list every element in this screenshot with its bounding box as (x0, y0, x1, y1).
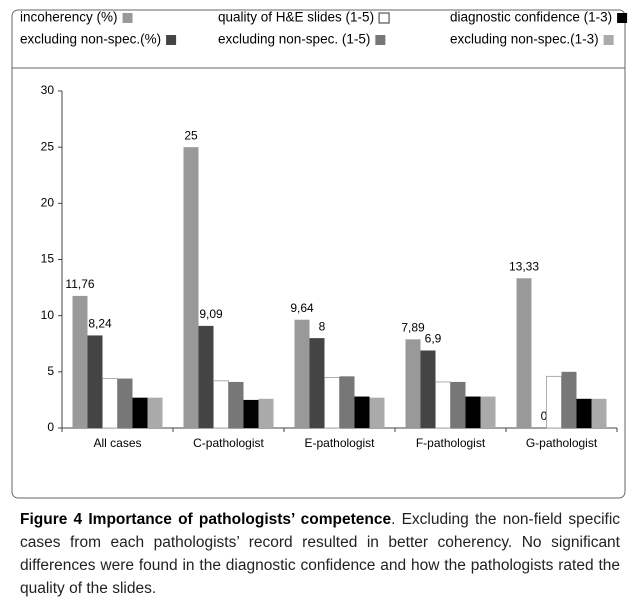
y-tick-label: 0 (47, 420, 54, 434)
legend-label: excluding non-spec.(%) (20, 32, 161, 47)
bar (405, 339, 421, 428)
value-label: 9,64 (290, 301, 314, 315)
bar (243, 399, 259, 428)
value-label: 9,09 (199, 307, 223, 321)
bar (183, 147, 199, 428)
x-tick-label: All cases (93, 436, 141, 450)
chart: 0 5 10 15 20 25 30 incoherency (%) excluding non… (11, 9, 628, 499)
x-tick-label: C-pathologist (193, 436, 264, 450)
bar (561, 371, 577, 428)
value-label: 25 (184, 128, 198, 142)
y-tick-label: 10 (41, 308, 55, 322)
legend-swatch (375, 35, 386, 45)
legend-label: quality of H&E slides (1-5) (218, 10, 374, 25)
bar (576, 398, 592, 428)
legend-label: incoherency (%) (20, 10, 118, 25)
x-tick-label: E-pathologist (304, 436, 375, 450)
bar (465, 396, 481, 428)
legend-swatch (617, 13, 628, 23)
bar (309, 338, 325, 428)
frame (11, 9, 626, 499)
bar (339, 376, 355, 428)
y-tick-label: 20 (41, 196, 55, 210)
bar (132, 397, 148, 428)
caption: Figure 4 Importance of pathologists’ com… (20, 508, 620, 600)
y-tick-label: 30 (41, 83, 55, 97)
bar (480, 396, 496, 428)
y-tick-label: 25 (41, 139, 55, 153)
bar (102, 378, 118, 429)
bar (117, 378, 133, 428)
bar (213, 380, 229, 429)
legend-label: excluding non-spec.(1-3) (450, 32, 599, 47)
x-tick-label: F-pathologist (416, 436, 486, 450)
value-label: 11,76 (65, 277, 94, 291)
legend-swatch (603, 35, 614, 45)
bar (420, 350, 436, 428)
x-tick-label: G-pathologist (526, 436, 598, 450)
bar (324, 377, 340, 429)
bar (87, 335, 103, 428)
bar (369, 397, 385, 428)
y-tick-label: 5 (47, 364, 54, 378)
value-label: 7,89 (401, 321, 425, 335)
bar (294, 319, 310, 428)
y-tick-label: 15 (41, 252, 55, 266)
page: {"chart_data": {"type": "bar", "categori… (11, 9, 628, 597)
value-label: 8,24 (88, 317, 112, 331)
bar (147, 397, 163, 428)
caption-title: Importance of pathologists’ competence (88, 511, 392, 528)
legend-swatch (378, 12, 390, 24)
bar (258, 398, 274, 428)
bar (450, 381, 466, 428)
value-label: 0 (541, 409, 548, 423)
legend-label: diagnostic confidence (1-3) (450, 10, 612, 25)
value-label: 13,33 (509, 259, 539, 273)
bar (546, 375, 562, 429)
bar (72, 295, 88, 428)
bar (228, 381, 244, 428)
bar (516, 278, 532, 428)
legend-swatch (166, 35, 177, 45)
caption-label: Figure 4 (20, 511, 83, 528)
bar (435, 381, 451, 429)
bar (591, 398, 607, 428)
legend-label: excluding non-spec. (1-5) (218, 32, 370, 47)
value-label: 6,9 (425, 332, 442, 346)
value-label: 8 (319, 319, 326, 333)
bar (198, 325, 214, 428)
bar (354, 396, 370, 428)
legend-swatch (122, 13, 133, 23)
